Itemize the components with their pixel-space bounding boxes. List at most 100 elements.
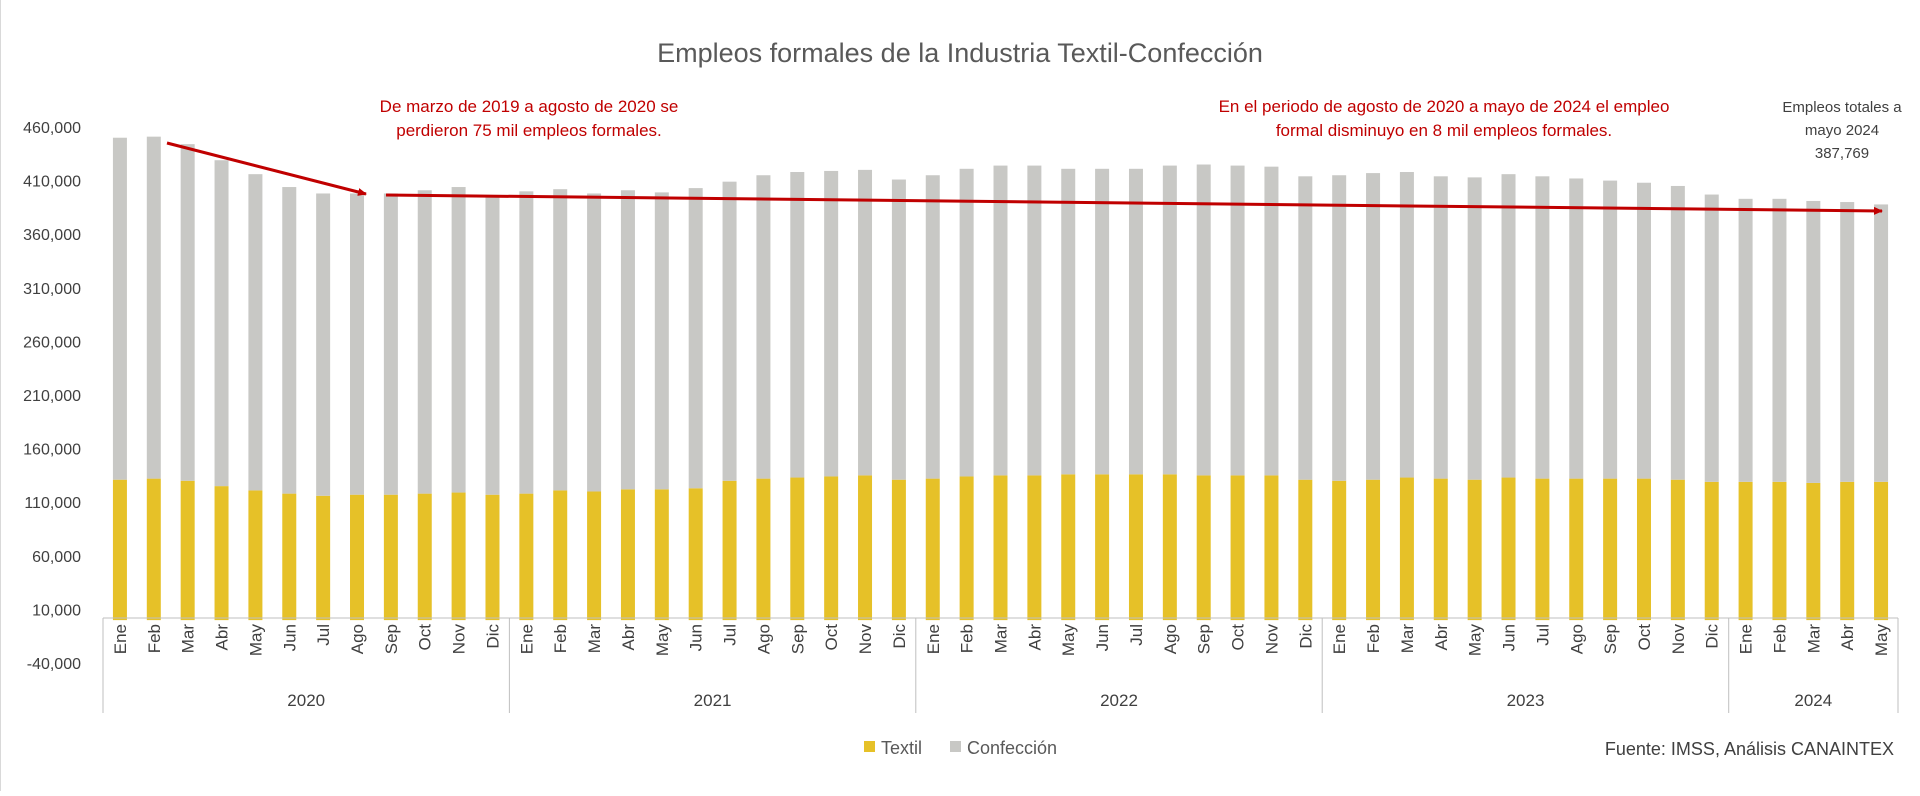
- x-tick-label: Abr: [1025, 624, 1044, 651]
- x-tick-label: Nov: [450, 624, 469, 655]
- annotation-left: De marzo de 2019 a agosto de 2020 se per…: [380, 97, 679, 140]
- x-tick-label: Dic: [484, 624, 503, 649]
- bar-textil: [553, 490, 568, 621]
- bar-confeccion: [925, 175, 940, 479]
- bar-confeccion: [1806, 200, 1821, 483]
- y-tick-label: 210,000: [23, 388, 81, 405]
- bar-textil: [485, 494, 500, 621]
- bar-confeccion: [1095, 168, 1110, 475]
- x-tick-label: Dic: [1703, 624, 1722, 649]
- bar-confeccion: [1298, 176, 1313, 480]
- x-tick-label: Feb: [958, 624, 977, 653]
- x-tick-label: Oct: [822, 624, 841, 651]
- x-tick-label: Jul: [1533, 624, 1552, 646]
- bar-confeccion: [1264, 166, 1279, 476]
- bar-textil: [756, 478, 771, 621]
- bar-confeccion: [1332, 175, 1347, 481]
- bar-textil: [790, 477, 805, 621]
- bar-confeccion: [282, 187, 297, 494]
- annotation-right-line2: formal disminuyo en 8 mil empleos formal…: [1276, 121, 1612, 140]
- bar-textil: [1196, 475, 1211, 621]
- x-tick-label: Sep: [1601, 624, 1620, 654]
- annotation-right-line1: En el periodo de agosto de 2020 a mayo d…: [1219, 97, 1670, 116]
- x-tick-label: Sep: [382, 624, 401, 654]
- bar-confeccion: [1027, 165, 1042, 476]
- bar-confeccion: [112, 137, 127, 480]
- x-axis: Ene Feb Mar Abr May Jun Jul Ago Sep Oct Nov Dic Ene F…: [102, 617, 1899, 713]
- legend-swatch-confeccion: [950, 741, 961, 752]
- annotation-total-line2: mayo 2024: [1805, 122, 1879, 139]
- x-tick-label: Jul: [314, 624, 333, 646]
- bar-textil: [1636, 478, 1651, 621]
- x-tick-label: Mar: [992, 624, 1011, 654]
- bar-confeccion: [858, 169, 873, 476]
- y-axis: -40,000 10,000 60,000 110,000 160,000 210,000…: [23, 120, 81, 673]
- bar-confeccion: [1840, 202, 1855, 482]
- bar-textil: [1061, 474, 1076, 621]
- annotation-total-value: 387,769: [1815, 145, 1869, 162]
- x-tick-label: Jun: [280, 624, 299, 651]
- bar-textil: [1095, 474, 1110, 621]
- bar-textil: [1467, 479, 1482, 621]
- x-tick-label: Jun: [1500, 624, 1519, 651]
- bar-confeccion: [1772, 198, 1787, 482]
- y-tick-label: 10,000: [32, 602, 81, 619]
- bar-textil: [620, 489, 635, 621]
- bar-confeccion: [383, 193, 398, 495]
- x-tick-label: May: [653, 624, 672, 657]
- x-tick-label: Abr: [213, 624, 232, 651]
- bar-textil: [1298, 479, 1313, 621]
- bar-confeccion: [654, 192, 669, 490]
- bar-textil: [1535, 478, 1550, 621]
- bar-confeccion: [1196, 164, 1211, 476]
- bar-textil: [350, 494, 365, 621]
- bar-confeccion: [891, 179, 906, 480]
- legend: Textil Confección: [864, 738, 1057, 758]
- bar-textil: [112, 479, 127, 621]
- x-tick-label: Feb: [145, 624, 164, 653]
- x-tick-label: Oct: [416, 624, 435, 651]
- bar-confeccion: [350, 193, 365, 495]
- bar-textil: [146, 478, 161, 621]
- x-tick-label: Dic: [890, 624, 909, 649]
- legend-swatch-textil: [864, 741, 875, 752]
- bar-confeccion: [587, 193, 602, 492]
- bar-confeccion: [1636, 182, 1651, 479]
- annotation-right: En el periodo de agosto de 2020 a mayo d…: [1219, 97, 1670, 140]
- bar-confeccion: [688, 188, 703, 489]
- bar-confeccion: [1535, 176, 1550, 479]
- bar-textil: [1670, 479, 1685, 621]
- bar-textil: [1603, 478, 1618, 621]
- bar-confeccion: [620, 190, 635, 490]
- trend-arrow-2019-2020: [166, 141, 367, 196]
- bar-textil: [1128, 474, 1143, 621]
- bar-confeccion: [722, 181, 737, 481]
- x-tick-label: Mar: [585, 624, 604, 654]
- x-tick-label: Sep: [788, 624, 807, 654]
- bar-textil: [1569, 478, 1584, 621]
- x-tick-label: Sep: [1195, 624, 1214, 654]
- y-tick-label: 60,000: [32, 549, 81, 566]
- bar-confeccion: [485, 195, 500, 495]
- bar-confeccion: [316, 193, 331, 496]
- x-tick-label: Ene: [1330, 624, 1349, 654]
- bar-confeccion: [1399, 172, 1414, 478]
- x-tick-label: Jul: [721, 624, 740, 646]
- x-tick-label: Nov: [856, 624, 875, 655]
- y-tick-label: 460,000: [23, 120, 81, 137]
- bar-textil: [722, 480, 737, 621]
- bar-confeccion: [1501, 174, 1516, 478]
- bar-textil: [1230, 475, 1245, 621]
- annotation-left-line2: perdieron 75 mil empleos formales.: [396, 121, 662, 140]
- x-tick-label: Jun: [687, 624, 706, 651]
- year-label: 2024: [1794, 691, 1832, 710]
- x-tick-label: Feb: [551, 624, 570, 653]
- legend-label-textil: Textil: [881, 738, 922, 758]
- bar-textil: [1772, 481, 1787, 621]
- bar-textil: [451, 492, 466, 621]
- bar-textil: [1704, 481, 1719, 621]
- bar-confeccion: [1670, 185, 1685, 480]
- bars-group: [112, 136, 1889, 621]
- bar-textil: [1738, 481, 1753, 621]
